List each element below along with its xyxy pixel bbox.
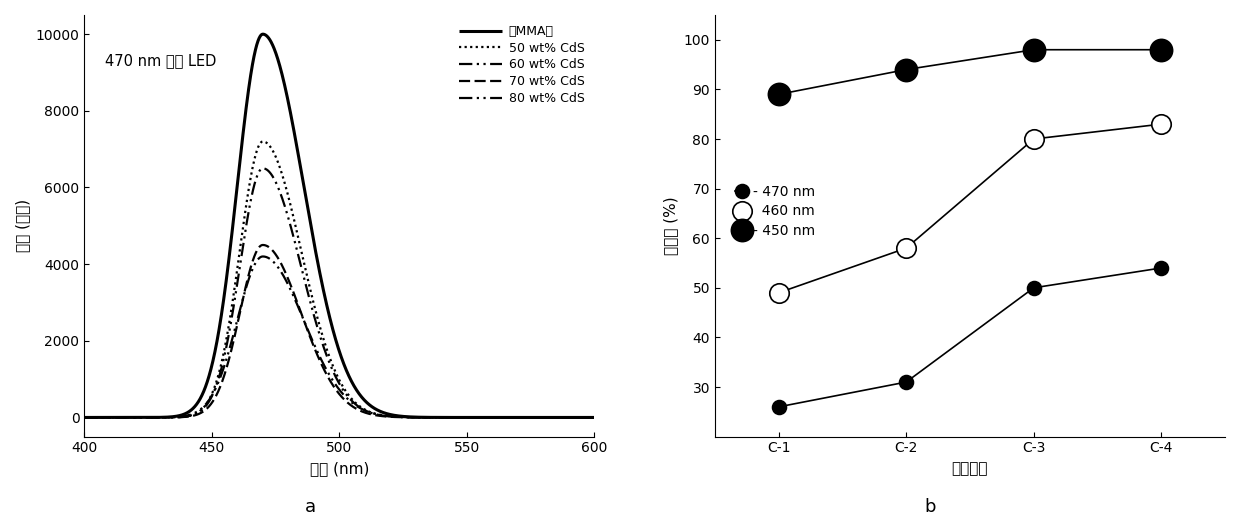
Legend: 聚MMA膜, 50 wt% CdS, 60 wt% CdS, 70 wt% CdS, 80 wt% CdS: 聚MMA膜, 50 wt% CdS, 60 wt% CdS, 70 wt% Cd…	[455, 21, 588, 109]
Y-axis label: 阻断率 (%): 阻断率 (%)	[663, 196, 678, 255]
Legend: - 470 nm,   460 nm, - 450 nm: - 470 nm, 460 nm, - 450 nm	[732, 182, 818, 241]
Y-axis label: 强度 (频数): 强度 (频数)	[15, 199, 30, 252]
X-axis label: 波长 (nm): 波长 (nm)	[310, 461, 370, 476]
Text: 470 nm 蓝光 LED: 470 nm 蓝光 LED	[104, 53, 216, 68]
Text: a: a	[305, 498, 315, 516]
X-axis label: 薄膜类型: 薄膜类型	[952, 461, 988, 476]
Text: b: b	[924, 498, 936, 516]
